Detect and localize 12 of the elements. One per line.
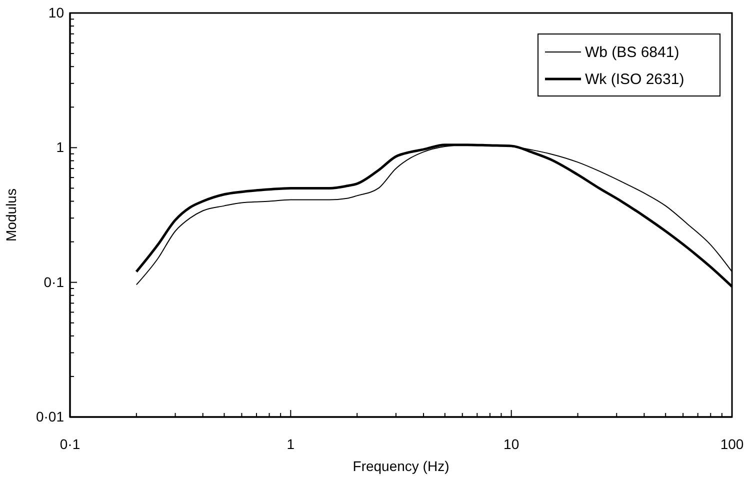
legend-label: Wk (ISO 2631) — [585, 71, 684, 88]
x-axis-title: Frequency (Hz) — [352, 458, 450, 474]
x-tick-label: 10 — [504, 436, 520, 452]
x-tick-label: 100 — [720, 436, 744, 452]
y-axis-title: Modulus — [3, 188, 19, 242]
legend-label: Wb (BS 6841) — [585, 44, 680, 61]
y-tick-label: 0·01 — [36, 408, 64, 424]
x-tick-label: 1 — [286, 436, 295, 452]
x-tick-label: 0·1 — [60, 436, 80, 452]
y-tick-label: 0·1 — [44, 274, 64, 290]
y-tick-label: 10 — [48, 4, 64, 20]
y-tick-label: 1 — [56, 139, 64, 156]
